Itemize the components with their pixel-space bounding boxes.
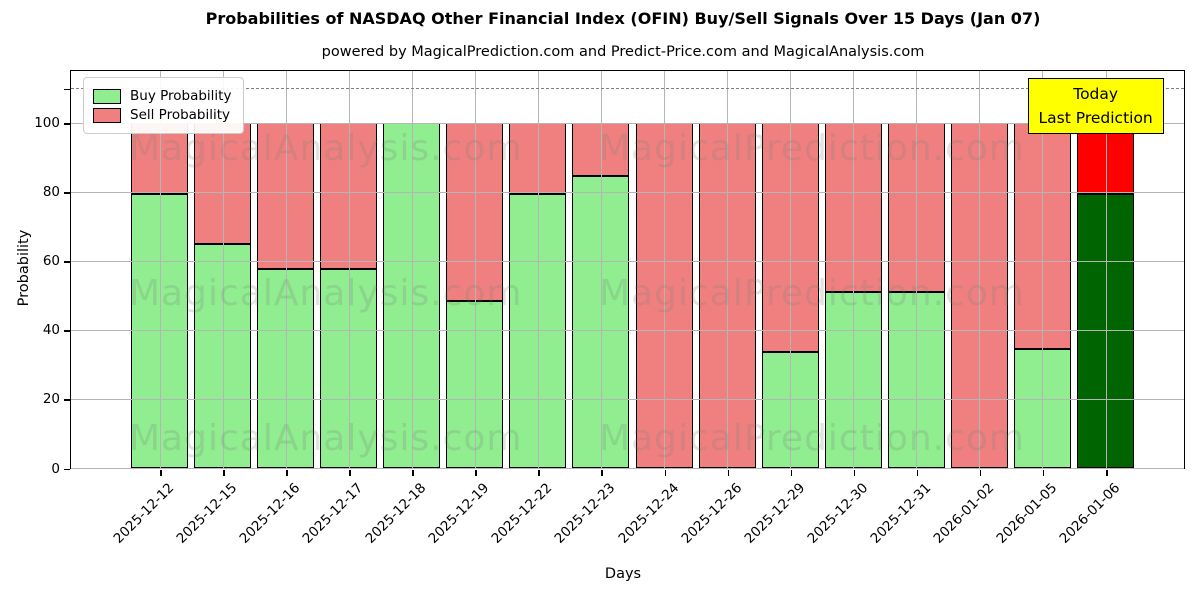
- today-annotation-line1: Today: [1073, 85, 1119, 103]
- legend: Buy Probability Sell Probability: [83, 77, 245, 134]
- v-gridline: [411, 71, 413, 468]
- x-tick-label: 2025-12-16: [236, 480, 304, 547]
- x-tick: [727, 470, 730, 476]
- v-gridline: [285, 71, 287, 468]
- x-tick: [601, 470, 603, 476]
- legend-label-sell: Sell Probability: [130, 107, 231, 123]
- x-tick-label: 2026-01-05: [993, 480, 1061, 547]
- x-tick-label: 2025-12-24: [615, 480, 682, 547]
- v-gridline: [474, 71, 476, 468]
- x-tick: [979, 470, 982, 476]
- x-tick: [160, 470, 162, 476]
- v-gridline: [979, 71, 981, 468]
- x-tick: [1106, 470, 1108, 476]
- x-tick-label: 2026-01-06: [1056, 480, 1124, 547]
- y-tick-label: 20: [42, 391, 60, 408]
- x-tick: [412, 470, 414, 476]
- x-tick: [349, 470, 351, 476]
- x-tick: [475, 470, 477, 476]
- v-gridline: [1042, 71, 1044, 468]
- y-tick: [64, 192, 70, 194]
- chart-subtitle: powered by MagicalPrediction.com and Pre…: [321, 44, 925, 60]
- x-tick-label: 2025-12-31: [867, 480, 935, 547]
- y-tick-label: 80: [42, 184, 60, 201]
- v-gridline: [664, 71, 666, 468]
- h-gridline: [71, 398, 1184, 400]
- x-tick-label: 2025-12-30: [804, 480, 872, 547]
- x-tick-label: 2025-12-23: [551, 480, 619, 547]
- x-tick: [223, 470, 225, 476]
- x-tick-label: 2025-12-29: [741, 480, 809, 547]
- y-tick: [64, 261, 70, 263]
- x-tick-label: 2025-12-15: [173, 480, 241, 547]
- x-tick: [916, 470, 919, 476]
- y-tick-label: 0: [51, 460, 60, 477]
- x-tick-label: 2025-12-19: [425, 480, 493, 547]
- buy-swatch: [93, 88, 121, 104]
- x-axis-label: Days: [604, 566, 642, 582]
- v-gridline: [600, 71, 602, 468]
- h-gridline: [71, 191, 1184, 193]
- h-gridline: [71, 122, 1184, 124]
- y-tick-label: 100: [34, 115, 60, 132]
- v-gridline: [916, 71, 918, 468]
- x-tick: [1042, 470, 1045, 476]
- legend-label-buy: Buy Probability: [130, 88, 232, 104]
- x-tick-label: 2025-12-22: [488, 480, 556, 547]
- today-annotation-line2: Last Prediction: [1038, 109, 1153, 128]
- y-tick: [64, 330, 70, 332]
- legend-item-buy: Buy Probability: [93, 88, 231, 104]
- plot-area: Buy Probability Sell Probability Today L…: [70, 70, 1185, 469]
- x-tick-label: 2025-12-12: [110, 480, 178, 547]
- x-tick: [790, 470, 793, 476]
- v-gridline: [853, 71, 855, 468]
- v-gridline: [537, 71, 539, 468]
- y-tick-label: 60: [42, 253, 60, 270]
- today-annotation: Today Last Prediction: [1027, 78, 1164, 135]
- h-gridline: [71, 260, 1184, 262]
- dashed-threshold-line: [71, 88, 1184, 90]
- x-tick-label: 2025-12-17: [299, 480, 367, 547]
- v-gridline: [348, 71, 350, 468]
- v-gridline: [159, 71, 161, 468]
- x-tick-label: 2026-01-02: [930, 480, 998, 547]
- y-tick-label: 40: [42, 322, 60, 339]
- x-tick-label: 2025-12-18: [362, 480, 430, 547]
- x-tick: [664, 470, 667, 476]
- y-tick: [64, 123, 70, 125]
- h-gridline: [71, 329, 1184, 331]
- legend-item-sell: Sell Probability: [93, 107, 231, 123]
- x-tick-label: 2025-12-26: [678, 480, 745, 547]
- h-gridline: [71, 468, 1184, 469]
- y-tick: [64, 468, 70, 470]
- v-gridline: [790, 71, 792, 468]
- x-tick: [286, 470, 288, 476]
- v-gridline: [727, 71, 729, 468]
- sell-swatch: [93, 107, 121, 123]
- x-tick: [538, 470, 540, 476]
- y-minortick: [64, 88, 70, 91]
- v-gridline: [222, 71, 224, 468]
- v-gridline: [1105, 71, 1107, 468]
- y-tick: [64, 399, 70, 401]
- chart-title: Probabilities of NASDAQ Other Financial …: [205, 9, 1041, 28]
- x-tick: [853, 470, 856, 476]
